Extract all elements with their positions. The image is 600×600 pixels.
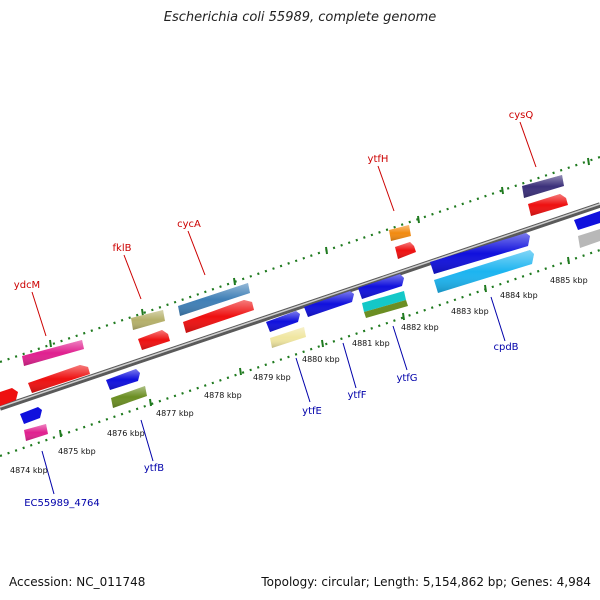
blue-arrow-6[interactable]: [430, 233, 530, 274]
tick-label-4881: 4881 kbp: [352, 339, 390, 348]
kbp-labels: 4874 kbp 4875 kbp 4876 kbp 4877 kbp 4878…: [10, 276, 588, 475]
tick-label-4884: 4884 kbp: [500, 291, 538, 300]
magenta-box[interactable]: [24, 424, 48, 441]
label-ytfB[interactable]: ytfB: [144, 463, 164, 474]
label-ydcM[interactable]: ydcM: [14, 280, 40, 291]
gene-cycA[interactable]: [178, 283, 250, 316]
tick-label-4882: 4882 kbp: [401, 323, 439, 332]
tick-label-4885: 4885 kbp: [550, 276, 588, 285]
tick-label-4877: 4877 kbp: [156, 409, 194, 418]
gene-ytfE-box[interactable]: [270, 327, 306, 348]
label-EC55989_4764[interactable]: EC55989_4764: [24, 498, 100, 509]
bottom-gene-labels: EC55989_4764 ytfB ytfE ytfF ytfG cpdB: [24, 342, 518, 509]
gene-fklB-box[interactable]: [131, 310, 165, 330]
blue-arrow-3[interactable]: [266, 311, 300, 332]
genome-title: Escherichia coli 55989, complete genome: [163, 10, 437, 25]
tick-label-4883: 4883 kbp: [451, 307, 489, 316]
genome-summary-text: Topology: circular; Length: 5,154,862 bp…: [261, 575, 591, 589]
lower-track-dots: [0, 248, 600, 458]
tick-label-4875: 4875 kbp: [58, 447, 96, 456]
tick-label-4878: 4878 kbp: [204, 391, 242, 400]
label-fklB[interactable]: fklB: [113, 243, 132, 254]
blue-arrow-4[interactable]: [304, 291, 354, 317]
red-arrow-4[interactable]: [395, 242, 416, 259]
blue-arrow-edge[interactable]: [574, 211, 600, 230]
tick-label-4874: 4874 kbp: [10, 466, 48, 475]
label-ytfH[interactable]: ytfH: [368, 154, 389, 165]
lower-strand-genes: [20, 211, 600, 441]
red-arrow-2[interactable]: [138, 330, 170, 350]
label-ytfE[interactable]: ytfE: [302, 406, 322, 417]
upper-track-dots: [0, 155, 600, 364]
red-arrow-edge[interactable]: [0, 388, 18, 406]
cyan-box[interactable]: [362, 291, 406, 312]
label-cysQ[interactable]: cysQ: [509, 110, 534, 121]
lower-major-ticks: [59, 256, 570, 438]
upper-strand-genes: [0, 175, 568, 406]
gene-cpdB[interactable]: [434, 250, 534, 293]
label-ytfG[interactable]: ytfG: [396, 373, 417, 384]
gene-ydcM[interactable]: [22, 340, 84, 366]
blue-arrow-2[interactable]: [106, 369, 140, 390]
accession-text: Accession: NC_011748: [9, 575, 146, 589]
upper-major-ticks: [49, 157, 590, 348]
label-ytfF[interactable]: ytfF: [347, 390, 366, 401]
tick-label-4880: 4880 kbp: [302, 355, 340, 364]
grey-box-edge[interactable]: [578, 229, 600, 248]
tick-label-4876: 4876 kbp: [107, 429, 145, 438]
bottom-leader-lines: [41, 296, 506, 495]
red-arrow-3[interactable]: [183, 300, 254, 333]
gene-ytfB-box[interactable]: [111, 386, 147, 408]
olive-box[interactable]: [364, 300, 408, 318]
tick-label-4879: 4879 kbp: [253, 373, 291, 382]
label-cycA[interactable]: cycA: [177, 219, 201, 230]
genome-backbone: [0, 202, 600, 411]
gene-ytfH[interactable]: [389, 225, 411, 241]
red-arrow-1[interactable]: [28, 365, 90, 393]
blue-arrow-5[interactable]: [358, 274, 404, 299]
red-arrow-5[interactable]: [528, 194, 568, 216]
gene-cysQ[interactable]: [522, 175, 564, 198]
top-leader-lines: [31, 121, 537, 337]
top-gene-labels: ydcM fklB cycA ytfH cysQ: [14, 110, 534, 291]
label-cpdB[interactable]: cpdB: [493, 342, 518, 353]
blue-arrow-1[interactable]: [20, 407, 42, 424]
